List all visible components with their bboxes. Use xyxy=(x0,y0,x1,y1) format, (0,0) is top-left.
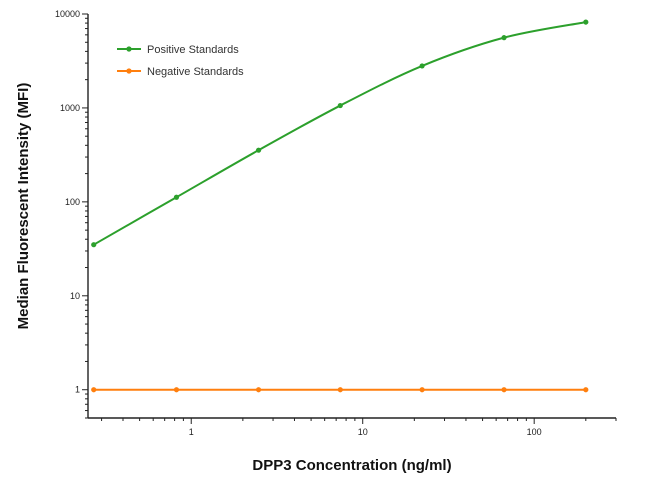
y-axis-ticks: 1 10 100 1000 10000 xyxy=(55,9,88,419)
data-point xyxy=(583,19,589,25)
legend-label: Positive Standards xyxy=(147,44,239,56)
y-tick-label: 10000 xyxy=(55,9,80,19)
data-point xyxy=(337,102,343,109)
data-point xyxy=(91,387,97,393)
x-tick-label: 1 xyxy=(189,427,194,437)
y-axis-title: Median Fluorescent Intensity (MFI) xyxy=(15,83,32,330)
x-axis-title: DPP3 Concentration (ng/ml) xyxy=(252,457,451,474)
x-tick-label: 100 xyxy=(527,427,542,437)
data-point xyxy=(419,63,425,69)
data-point xyxy=(583,387,589,393)
data-point xyxy=(255,387,262,393)
data-point xyxy=(501,35,507,41)
series-negative-standards xyxy=(91,387,589,393)
y-tick-label: 100 xyxy=(65,197,80,207)
x-axis-ticks: 1 10 100 xyxy=(101,418,617,437)
legend-marker xyxy=(126,68,132,74)
legend-label: Negative Standards xyxy=(147,66,244,78)
series-positive-standards xyxy=(91,19,589,248)
legend: Positive Standards Negative Standards xyxy=(117,44,244,78)
x-tick-label: 10 xyxy=(358,427,368,437)
data-point xyxy=(419,387,425,393)
y-tick-label: 1000 xyxy=(60,103,80,113)
data-point xyxy=(337,387,343,393)
data-point xyxy=(255,147,262,153)
y-tick-label: 1 xyxy=(75,385,80,395)
series-layer xyxy=(91,19,589,393)
data-point xyxy=(173,387,180,393)
y-tick-label: 10 xyxy=(70,291,80,301)
data-point xyxy=(173,194,180,200)
data-point xyxy=(91,242,97,248)
legend-marker xyxy=(126,46,132,52)
data-point xyxy=(501,387,507,393)
